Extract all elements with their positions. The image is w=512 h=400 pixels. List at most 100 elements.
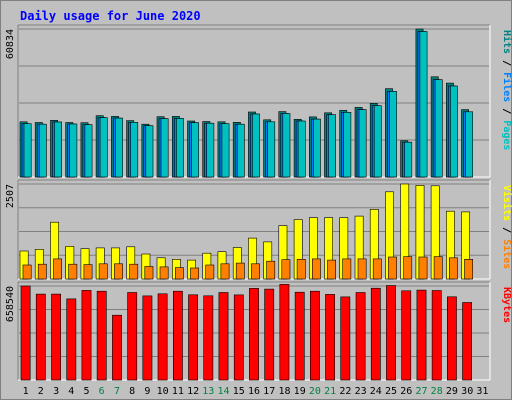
kbytes-max-label: 658540 [5,286,16,322]
hits-files-pages-bar-pages [160,118,169,178]
kbytes-bar-kbytes [355,292,366,381]
kbytes-bar-kbytes [416,289,427,381]
hits-files-pages-bar-pages [297,120,306,178]
kbytes-bar-kbytes [309,290,320,381]
visits-sites-bar-sites [311,258,321,280]
hits-files-pages-legend-entry: Files [501,72,512,102]
kbytes-bar-kbytes [233,294,244,381]
hits-files-pages-bar-pages [38,123,47,178]
day-label: 1 [23,386,29,397]
kbytes-bar-kbytes [264,288,275,381]
day-label: 8 [129,386,135,397]
visits-sites-bar-sites [22,264,32,280]
kbytes-bar-kbytes [401,290,412,381]
kbytes-bar-kbytes [81,290,92,381]
hits-files-pages-bar-pages [99,117,108,178]
visits-sites-bar-sites [37,263,47,280]
hits-files-pages-legend-entry: Pages [501,120,512,150]
visits-sites-bar-sites [190,267,199,280]
hits-files-pages-legend: Hits / Files / Pages [501,30,512,150]
visits-sites-bar-sites [327,259,336,280]
visits-sites-bar-sites [357,258,367,280]
kbytes-legend-entry: KBytes [501,287,512,323]
visits-sites-max-label: 2507 [5,184,16,208]
day-label: 24 [370,386,382,397]
hits-files-pages-bar-pages [23,123,32,178]
hits-files-pages-bar-pages [328,114,336,178]
hits-files-pages-bar-pages [84,124,93,178]
day-label: 17 [263,386,275,397]
visits-sites-bar-sites [205,264,215,280]
day-label: 4 [68,386,74,397]
hits-files-pages-bar-pages [404,141,413,178]
hits-files-pages-bar-pages [449,85,458,178]
visits-sites-bar-sites [433,256,443,280]
day-label: 16 [248,386,260,397]
day-label: 27 [415,386,427,397]
day-label: 30 [461,386,473,397]
visits-sites-bar-sites [83,264,93,280]
hits-files-pages-bar-pages [130,122,139,178]
day-label: 11 [172,386,184,397]
kbytes-bar-kbytes [20,285,31,381]
kbytes-bar-kbytes [112,314,122,381]
visits-sites-bar-sites [296,258,306,280]
visits-sites-legend-entry: Visits [501,185,512,221]
kbytes-legend: KBytes [501,287,512,323]
kbytes-bar-kbytes [462,302,472,381]
hits-files-pages-legend-entry: Hits [501,30,512,54]
visits-sites-bar-sites [129,263,139,280]
kbytes-bar-kbytes [142,295,153,381]
day-label: 18 [278,386,290,397]
kbytes-bar-kbytes [157,293,168,381]
hits-files-pages-bar-pages [373,105,382,178]
day-label: 20 [309,386,321,397]
hits-files-pages-legend-entry: / [501,102,512,120]
kbytes-bar-kbytes [386,285,396,381]
day-label: 19 [294,386,306,397]
visits-sites-bar-sites [159,266,169,280]
hits-files-pages-bar-pages [419,31,428,178]
kbytes-bar-kbytes [35,293,46,381]
day-label: 3 [53,386,59,397]
visits-sites-bar-sites [68,263,78,280]
hits-files-pages-bar-pages [145,125,154,178]
hits-files-pages-bar-pages [206,122,215,178]
visits-sites-bar-sites [281,259,291,280]
hits-files-pages-bar-pages [434,79,443,178]
kbytes-bar-kbytes [51,293,61,381]
visits-sites-bar-sites [144,266,154,280]
kbytes-bar-kbytes [218,292,229,381]
hits-files-pages-bar-pages [389,91,397,178]
visits-sites-bar-sites [266,260,276,280]
day-label: 14 [217,386,229,397]
day-label: 6 [99,386,105,397]
day-label: 21 [324,386,336,397]
visits-sites-bar-sites [175,267,184,280]
visits-sites-bar-sites [448,257,458,280]
day-label: 9 [144,386,150,397]
day-label: 26 [400,386,412,397]
visits-sites-bar-sites [372,258,382,280]
hits-files-pages-bar-pages [465,111,473,178]
visits-sites-bar-sites [53,258,62,280]
kbytes-bar-kbytes [340,296,351,381]
day-label: 5 [83,386,89,397]
day-label: 12 [187,386,199,397]
day-label: 25 [385,386,397,397]
day-label: 29 [446,386,458,397]
hits-files-pages-legend-entry: / [501,54,512,72]
kbytes-bar-kbytes [66,298,77,381]
kbytes-bar-kbytes [325,294,335,381]
visits-sites-bar-sites [403,256,413,280]
visits-sites-bar-sites [98,263,108,280]
visits-sites-bar-sites [342,258,352,280]
hits-files-pages-bar-pages [343,112,352,178]
day-label: 22 [339,386,351,397]
day-label: 31 [476,386,488,397]
day-label: 10 [157,386,169,397]
kbytes-bar-kbytes [188,294,198,381]
day-label: 15 [233,386,245,397]
kbytes-bar-kbytes [127,292,138,381]
kbytes-bar-kbytes [294,291,305,381]
